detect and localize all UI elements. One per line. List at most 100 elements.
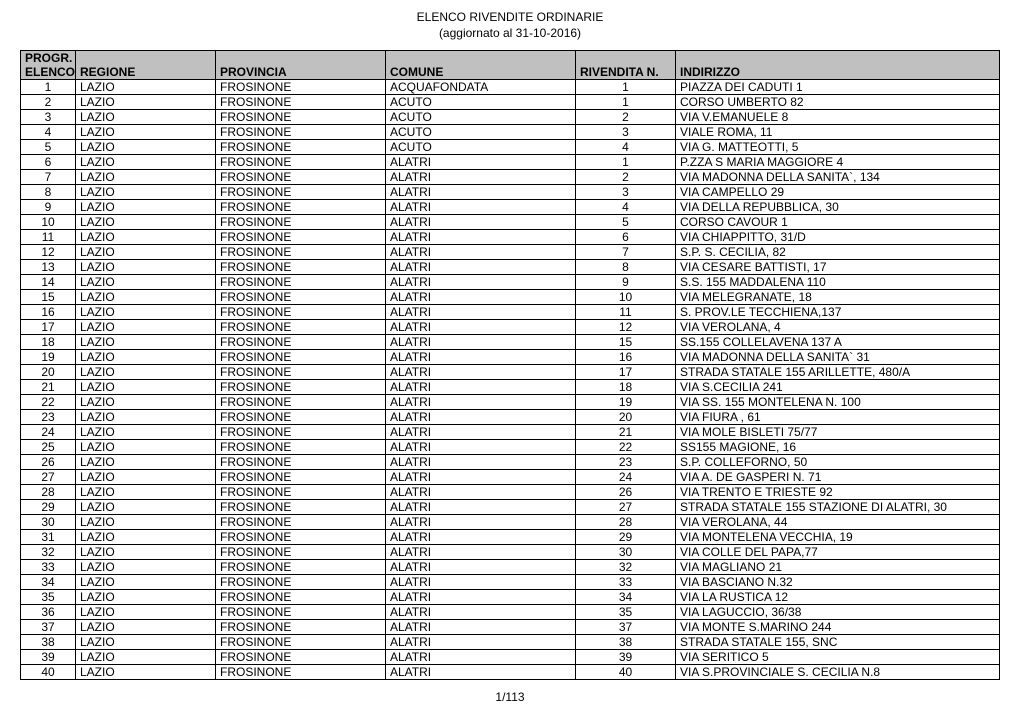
- table-row: 14LAZIOFROSINONEALATRI9S.S. 155 MADDALEN…: [21, 275, 1000, 290]
- cell-rivendita: 4: [576, 140, 676, 155]
- table-row: 2LAZIOFROSINONEACUTO1CORSO UMBERTO 82: [21, 95, 1000, 110]
- cell-provincia: FROSINONE: [216, 215, 386, 230]
- cell-regione: LAZIO: [76, 485, 216, 500]
- cell-regione: LAZIO: [76, 455, 216, 470]
- cell-regione: LAZIO: [76, 350, 216, 365]
- cell-indirizzo: CORSO CAVOUR 1: [676, 215, 1000, 230]
- table-row: 15LAZIOFROSINONEALATRI10VIA MELEGRANATE,…: [21, 290, 1000, 305]
- table-row: 36LAZIOFROSINONEALATRI35VIA LAGUCCIO, 36…: [21, 605, 1000, 620]
- cell-comune: ALATRI: [386, 200, 576, 215]
- cell-progr: 21: [21, 380, 76, 395]
- table-row: 40LAZIOFROSINONEALATRI40VIA S.PROVINCIAL…: [21, 665, 1000, 680]
- col-header-rivendita: RIVENDITA N.: [576, 51, 676, 80]
- cell-comune: ALATRI: [386, 155, 576, 170]
- cell-progr: 28: [21, 485, 76, 500]
- table-row: 30LAZIOFROSINONEALATRI28VIA VEROLANA, 44: [21, 515, 1000, 530]
- table-row: 28LAZIOFROSINONEALATRI26VIA TRENTO E TRI…: [21, 485, 1000, 500]
- cell-comune: ALATRI: [386, 575, 576, 590]
- cell-provincia: FROSINONE: [216, 320, 386, 335]
- cell-comune: ALATRI: [386, 365, 576, 380]
- cell-rivendita: 32: [576, 560, 676, 575]
- cell-provincia: FROSINONE: [216, 620, 386, 635]
- table-row: 26LAZIOFROSINONEALATRI23S.P. COLLEFORNO,…: [21, 455, 1000, 470]
- cell-rivendita: 1: [576, 155, 676, 170]
- cell-provincia: FROSINONE: [216, 440, 386, 455]
- cell-comune: ACUTO: [386, 110, 576, 125]
- cell-rivendita: 24: [576, 470, 676, 485]
- cell-comune: ALATRI: [386, 320, 576, 335]
- cell-progr: 23: [21, 410, 76, 425]
- cell-rivendita: 38: [576, 635, 676, 650]
- cell-comune: ACUTO: [386, 95, 576, 110]
- cell-regione: LAZIO: [76, 95, 216, 110]
- cell-rivendita: 19: [576, 395, 676, 410]
- cell-rivendita: 33: [576, 575, 676, 590]
- cell-progr: 8: [21, 185, 76, 200]
- table-row: 10LAZIOFROSINONEALATRI5CORSO CAVOUR 1: [21, 215, 1000, 230]
- cell-regione: LAZIO: [76, 410, 216, 425]
- cell-regione: LAZIO: [76, 200, 216, 215]
- cell-regione: LAZIO: [76, 395, 216, 410]
- cell-comune: ALATRI: [386, 380, 576, 395]
- cell-rivendita: 1: [576, 95, 676, 110]
- cell-provincia: FROSINONE: [216, 575, 386, 590]
- cell-indirizzo: PIAZZA DEI CADUTI 1: [676, 80, 1000, 95]
- cell-rivendita: 12: [576, 320, 676, 335]
- cell-indirizzo: VIA BASCIANO N.32: [676, 575, 1000, 590]
- cell-progr: 14: [21, 275, 76, 290]
- cell-rivendita: 15: [576, 335, 676, 350]
- cell-progr: 7: [21, 170, 76, 185]
- table-row: 22LAZIOFROSINONEALATRI19VIA SS. 155 MONT…: [21, 395, 1000, 410]
- cell-regione: LAZIO: [76, 500, 216, 515]
- table-row: 29LAZIOFROSINONEALATRI27STRADA STATALE 1…: [21, 500, 1000, 515]
- cell-provincia: FROSINONE: [216, 635, 386, 650]
- cell-progr: 17: [21, 320, 76, 335]
- cell-provincia: FROSINONE: [216, 275, 386, 290]
- table-row: 24LAZIOFROSINONEALATRI21VIA MOLE BISLETI…: [21, 425, 1000, 440]
- page-subtitle: (aggiornato al 31-10-2016): [20, 26, 1000, 40]
- table-row: 25LAZIOFROSINONEALATRI22SS155 MAGIONE, 1…: [21, 440, 1000, 455]
- cell-indirizzo: VIA S.PROVINCIALE S. CECILIA N.8: [676, 665, 1000, 680]
- cell-indirizzo: P.ZZA S MARIA MAGGIORE 4: [676, 155, 1000, 170]
- cell-progr: 24: [21, 425, 76, 440]
- cell-progr: 30: [21, 515, 76, 530]
- col-header-provincia: PROVINCIA: [216, 51, 386, 80]
- table-header-row: PROGR. ELENCO REGIONE PROVINCIA COMUNE R…: [21, 51, 1000, 80]
- cell-comune: ACQUAFONDATA: [386, 80, 576, 95]
- cell-comune: ALATRI: [386, 425, 576, 440]
- cell-regione: LAZIO: [76, 380, 216, 395]
- cell-provincia: FROSINONE: [216, 125, 386, 140]
- col-header-regione: REGIONE: [76, 51, 216, 80]
- cell-rivendita: 7: [576, 245, 676, 260]
- cell-rivendita: 2: [576, 170, 676, 185]
- cell-provincia: FROSINONE: [216, 245, 386, 260]
- table-row: 4LAZIOFROSINONEACUTO3VIALE ROMA, 11: [21, 125, 1000, 140]
- cell-rivendita: 17: [576, 365, 676, 380]
- cell-provincia: FROSINONE: [216, 650, 386, 665]
- cell-progr: 27: [21, 470, 76, 485]
- cell-provincia: FROSINONE: [216, 110, 386, 125]
- cell-indirizzo: S.P. COLLEFORNO, 50: [676, 455, 1000, 470]
- cell-comune: ALATRI: [386, 650, 576, 665]
- cell-rivendita: 5: [576, 215, 676, 230]
- cell-provincia: FROSINONE: [216, 95, 386, 110]
- cell-indirizzo: VIA V.EMANUELE 8: [676, 110, 1000, 125]
- cell-provincia: FROSINONE: [216, 365, 386, 380]
- cell-regione: LAZIO: [76, 605, 216, 620]
- cell-progr: 4: [21, 125, 76, 140]
- cell-progr: 32: [21, 545, 76, 560]
- cell-rivendita: 18: [576, 380, 676, 395]
- cell-indirizzo: VIA A. DE GASPERI N. 71: [676, 470, 1000, 485]
- cell-regione: LAZIO: [76, 575, 216, 590]
- cell-rivendita: 16: [576, 350, 676, 365]
- cell-comune: ALATRI: [386, 290, 576, 305]
- cell-rivendita: 20: [576, 410, 676, 425]
- table-body: 1LAZIOFROSINONEACQUAFONDATA1PIAZZA DEI C…: [21, 80, 1000, 680]
- cell-regione: LAZIO: [76, 335, 216, 350]
- cell-comune: ALATRI: [386, 530, 576, 545]
- cell-progr: 40: [21, 665, 76, 680]
- cell-rivendita: 3: [576, 185, 676, 200]
- cell-regione: LAZIO: [76, 320, 216, 335]
- cell-provincia: FROSINONE: [216, 155, 386, 170]
- table-row: 21LAZIOFROSINONEALATRI18VIA S.CECILIA 24…: [21, 380, 1000, 395]
